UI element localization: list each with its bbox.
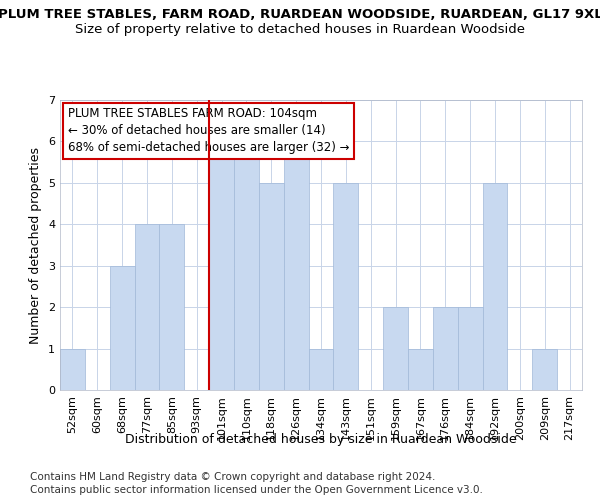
Bar [284,142,308,390]
Text: Contains public sector information licensed under the Open Government Licence v3: Contains public sector information licen… [30,485,483,495]
Bar [334,183,358,390]
Bar [308,348,334,390]
Text: PLUM TREE STABLES FARM ROAD: 104sqm
← 30% of detached houses are smaller (14)
68: PLUM TREE STABLES FARM ROAD: 104sqm ← 30… [68,108,349,154]
Text: Size of property relative to detached houses in Ruardean Woodside: Size of property relative to detached ho… [75,22,525,36]
Bar [110,266,134,390]
Text: Distribution of detached houses by size in Ruardean Woodside: Distribution of detached houses by size … [125,432,517,446]
Bar [532,348,557,390]
Bar [160,224,184,390]
Text: Contains HM Land Registry data © Crown copyright and database right 2024.: Contains HM Land Registry data © Crown c… [30,472,436,482]
Text: PLUM TREE STABLES, FARM ROAD, RUARDEAN WOODSIDE, RUARDEAN, GL17 9XL: PLUM TREE STABLES, FARM ROAD, RUARDEAN W… [0,8,600,20]
Bar [60,348,85,390]
Bar [458,307,482,390]
Bar [433,307,458,390]
Bar [234,142,259,390]
Bar [134,224,160,390]
Bar [408,348,433,390]
Bar [482,183,508,390]
Bar [259,183,284,390]
Y-axis label: Number of detached properties: Number of detached properties [29,146,43,344]
Bar [209,142,234,390]
Bar [383,307,408,390]
